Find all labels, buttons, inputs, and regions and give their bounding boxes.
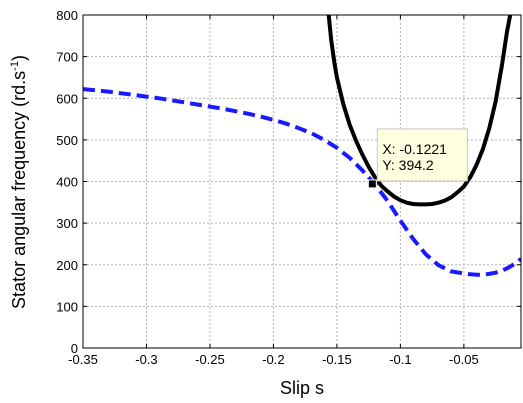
x-tick-label: -0.15 <box>322 352 352 367</box>
y-axis-label-main: Stator angular frequency (rd.s <box>9 71 29 309</box>
y-tick-label: 800 <box>56 8 78 23</box>
x-tick-label: -0.3 <box>135 352 157 367</box>
data-tip-y-value: Y: 394.2 <box>382 157 434 173</box>
y-tick-label: 600 <box>56 91 78 106</box>
y-tick-label: 400 <box>56 175 78 190</box>
data-tip-x-value: X: -0.1221 <box>382 141 447 157</box>
x-tick-label: -0.25 <box>195 352 225 367</box>
x-tick-label: -0.05 <box>449 352 479 367</box>
y-tick-label: 500 <box>56 133 78 148</box>
y-axis-label-sup: -1 <box>9 61 21 71</box>
data-tip-box <box>376 128 468 182</box>
x-tick-label: -0.1 <box>389 352 411 367</box>
x-tick-label: -0.2 <box>262 352 284 367</box>
x-tick-label: -0.35 <box>68 352 98 367</box>
data-tip-marker[interactable] <box>367 179 377 189</box>
y-tick-label: 0 <box>71 341 78 356</box>
y-tick-label: 200 <box>56 258 78 273</box>
series-line-dashed <box>83 87 521 277</box>
y-tick-label: 700 <box>56 50 78 65</box>
series-layer <box>83 15 521 277</box>
x-axis-label: Slip s <box>280 378 324 398</box>
series-line-solid <box>326 15 513 207</box>
y-tick-label: 300 <box>56 216 78 231</box>
y-axis-label-close: ) <box>9 55 29 61</box>
y-tick-label: 100 <box>56 299 78 314</box>
ticks: -0.35 -0.3 -0.25 -0.2 -0.15 -0.1 -0.05 0 100 200 3… <box>56 8 521 367</box>
y-axis-label: Stator angular frequency (rd.s-1) <box>9 55 29 309</box>
data-tip: X: -0.1221 Y: 394.2 <box>367 128 468 189</box>
